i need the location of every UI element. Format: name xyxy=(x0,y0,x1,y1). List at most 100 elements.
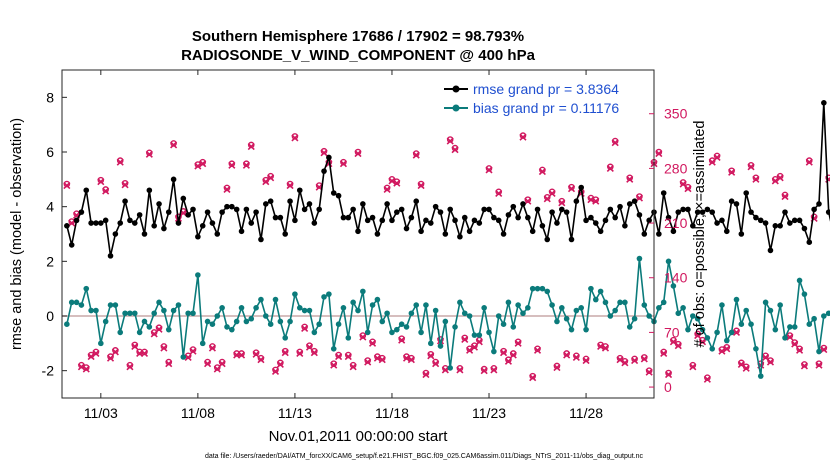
obs-assimilated-point xyxy=(412,151,420,159)
rmse-point xyxy=(544,236,551,243)
obs-assimilated-point xyxy=(383,185,391,194)
rmse-point xyxy=(578,184,585,191)
rmse-point xyxy=(78,209,85,215)
rmse-point xyxy=(529,228,536,235)
bias-point xyxy=(418,329,424,336)
obs-assimilated-point xyxy=(728,168,736,176)
y-tick-label-right: 350 xyxy=(664,106,688,122)
rmse-point xyxy=(64,223,70,229)
obs-assimilated-point xyxy=(456,366,464,374)
obs-assimilated-point xyxy=(703,375,711,383)
bias-point xyxy=(330,346,337,352)
obs-assimilated-point xyxy=(111,348,119,356)
bias-point xyxy=(563,315,570,322)
bias-point xyxy=(646,313,652,319)
bias-point xyxy=(195,272,201,278)
rmse-point xyxy=(263,201,269,207)
x-tick-label: 11/23 xyxy=(472,405,506,421)
rmse-point xyxy=(704,206,711,213)
obs-assimilated-point xyxy=(611,139,619,147)
bias-point xyxy=(554,318,560,325)
obs-assimilated-point xyxy=(645,368,653,376)
obs-assimilated-point xyxy=(165,360,173,368)
obs-assimilated-point xyxy=(204,360,212,368)
obs-assimilated-point xyxy=(718,347,726,355)
rmse-point xyxy=(423,217,429,224)
rmse-point xyxy=(728,198,735,204)
rmse-point xyxy=(461,214,468,221)
bias-point xyxy=(495,313,502,319)
obs-assimilated-point xyxy=(451,146,459,154)
obs-assimilated-point xyxy=(68,219,76,227)
obs-assimilated-point xyxy=(752,175,760,183)
bias-point xyxy=(165,326,172,333)
obs-assimilated-point xyxy=(524,197,532,205)
bias-point xyxy=(762,299,769,306)
obs-assimilated-point xyxy=(786,333,794,341)
rmse-point xyxy=(588,214,594,221)
rmse-point xyxy=(88,220,94,226)
bias-point xyxy=(287,318,293,325)
rmse-point xyxy=(398,206,405,213)
obs-assimilated-point xyxy=(393,179,401,187)
rmse-point xyxy=(495,217,502,224)
rmse-point xyxy=(83,187,90,194)
rmse-point xyxy=(641,231,648,237)
bias-point xyxy=(626,324,633,330)
rmse-point xyxy=(743,190,749,196)
bias-point xyxy=(146,324,153,330)
obs-assimilated-point xyxy=(441,366,449,374)
rmse-point xyxy=(374,231,381,237)
rmse-point xyxy=(539,223,546,229)
rmse-point xyxy=(723,228,730,235)
rmse-point xyxy=(248,220,255,226)
rmse-point xyxy=(568,236,575,243)
obs-assimilated-point xyxy=(776,174,784,182)
bias-point xyxy=(423,302,429,308)
rmse-point xyxy=(597,228,604,235)
obs-assimilated-point xyxy=(771,177,779,185)
y-tick-label-right: 0 xyxy=(664,379,672,395)
bias-point xyxy=(782,335,788,341)
bias-point xyxy=(757,373,764,379)
bias-point xyxy=(714,329,720,336)
bias-point xyxy=(127,310,133,317)
bias-point xyxy=(369,302,376,308)
rmse-point xyxy=(709,209,716,215)
bias-point xyxy=(777,302,783,308)
bias-point xyxy=(229,326,235,333)
obs-assimilated-point xyxy=(281,349,289,357)
y-tick-label-left: 8 xyxy=(46,89,54,105)
obs-assimilated-point xyxy=(398,336,406,344)
obs-assimilated-point xyxy=(92,349,100,358)
obs-assimilated-point xyxy=(63,182,71,190)
bias-point xyxy=(461,310,468,317)
obs-assimilated-point xyxy=(257,356,265,364)
obs-assimilated-point xyxy=(655,149,663,158)
bias-point xyxy=(549,302,555,308)
obs-assimilated-point xyxy=(131,342,139,351)
rmse-point xyxy=(292,217,298,224)
obs-assimilated-point xyxy=(106,354,115,362)
obs-assimilated-point xyxy=(339,160,348,168)
rmse-point xyxy=(660,190,667,196)
bias-point xyxy=(209,321,216,328)
bias-point xyxy=(335,321,342,328)
bias-point xyxy=(665,258,672,265)
bias-point xyxy=(403,324,410,330)
rmse-point xyxy=(321,168,327,174)
rmse-point xyxy=(311,220,318,226)
bias-point xyxy=(413,302,420,308)
bias-point xyxy=(258,296,264,303)
rmse-point xyxy=(690,223,696,229)
bias-point xyxy=(787,324,793,330)
bias-point xyxy=(263,313,269,319)
obs-assimilated-point xyxy=(417,182,425,190)
obs-assimilated-point xyxy=(470,343,479,351)
bias-point xyxy=(481,305,487,311)
obs-assimilated-point xyxy=(237,351,246,359)
obs-assimilated-point xyxy=(529,374,537,382)
rmse-point xyxy=(622,223,628,229)
obs-assimilated-point xyxy=(305,343,314,351)
obs-assimilated-point xyxy=(121,181,129,189)
